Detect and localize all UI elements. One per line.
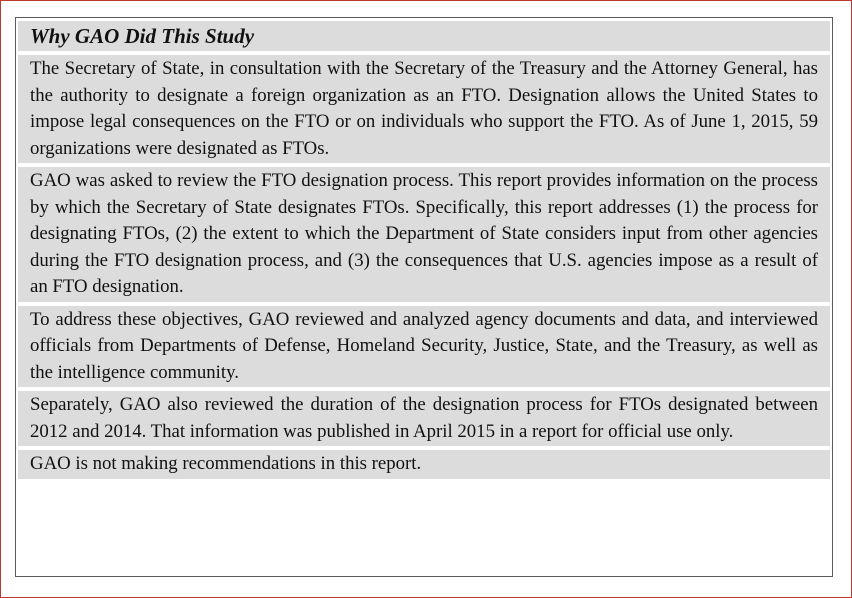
paragraph-recommendations: GAO is not making recommendations in thi…: [18, 450, 830, 479]
section-heading: Why GAO Did This Study: [18, 21, 830, 51]
paragraph-duration-review: Separately, GAO also reviewed the durati…: [18, 391, 830, 446]
paragraph-objectives: GAO was asked to review the FTO designat…: [18, 167, 830, 302]
paragraph-methodology: To address these objectives, GAO reviewe…: [18, 305, 830, 387]
paragraph-authority: The Secretary of State, in consultation …: [18, 55, 830, 163]
study-summary-box: Why GAO Did This Study The Secretary of …: [15, 17, 833, 577]
